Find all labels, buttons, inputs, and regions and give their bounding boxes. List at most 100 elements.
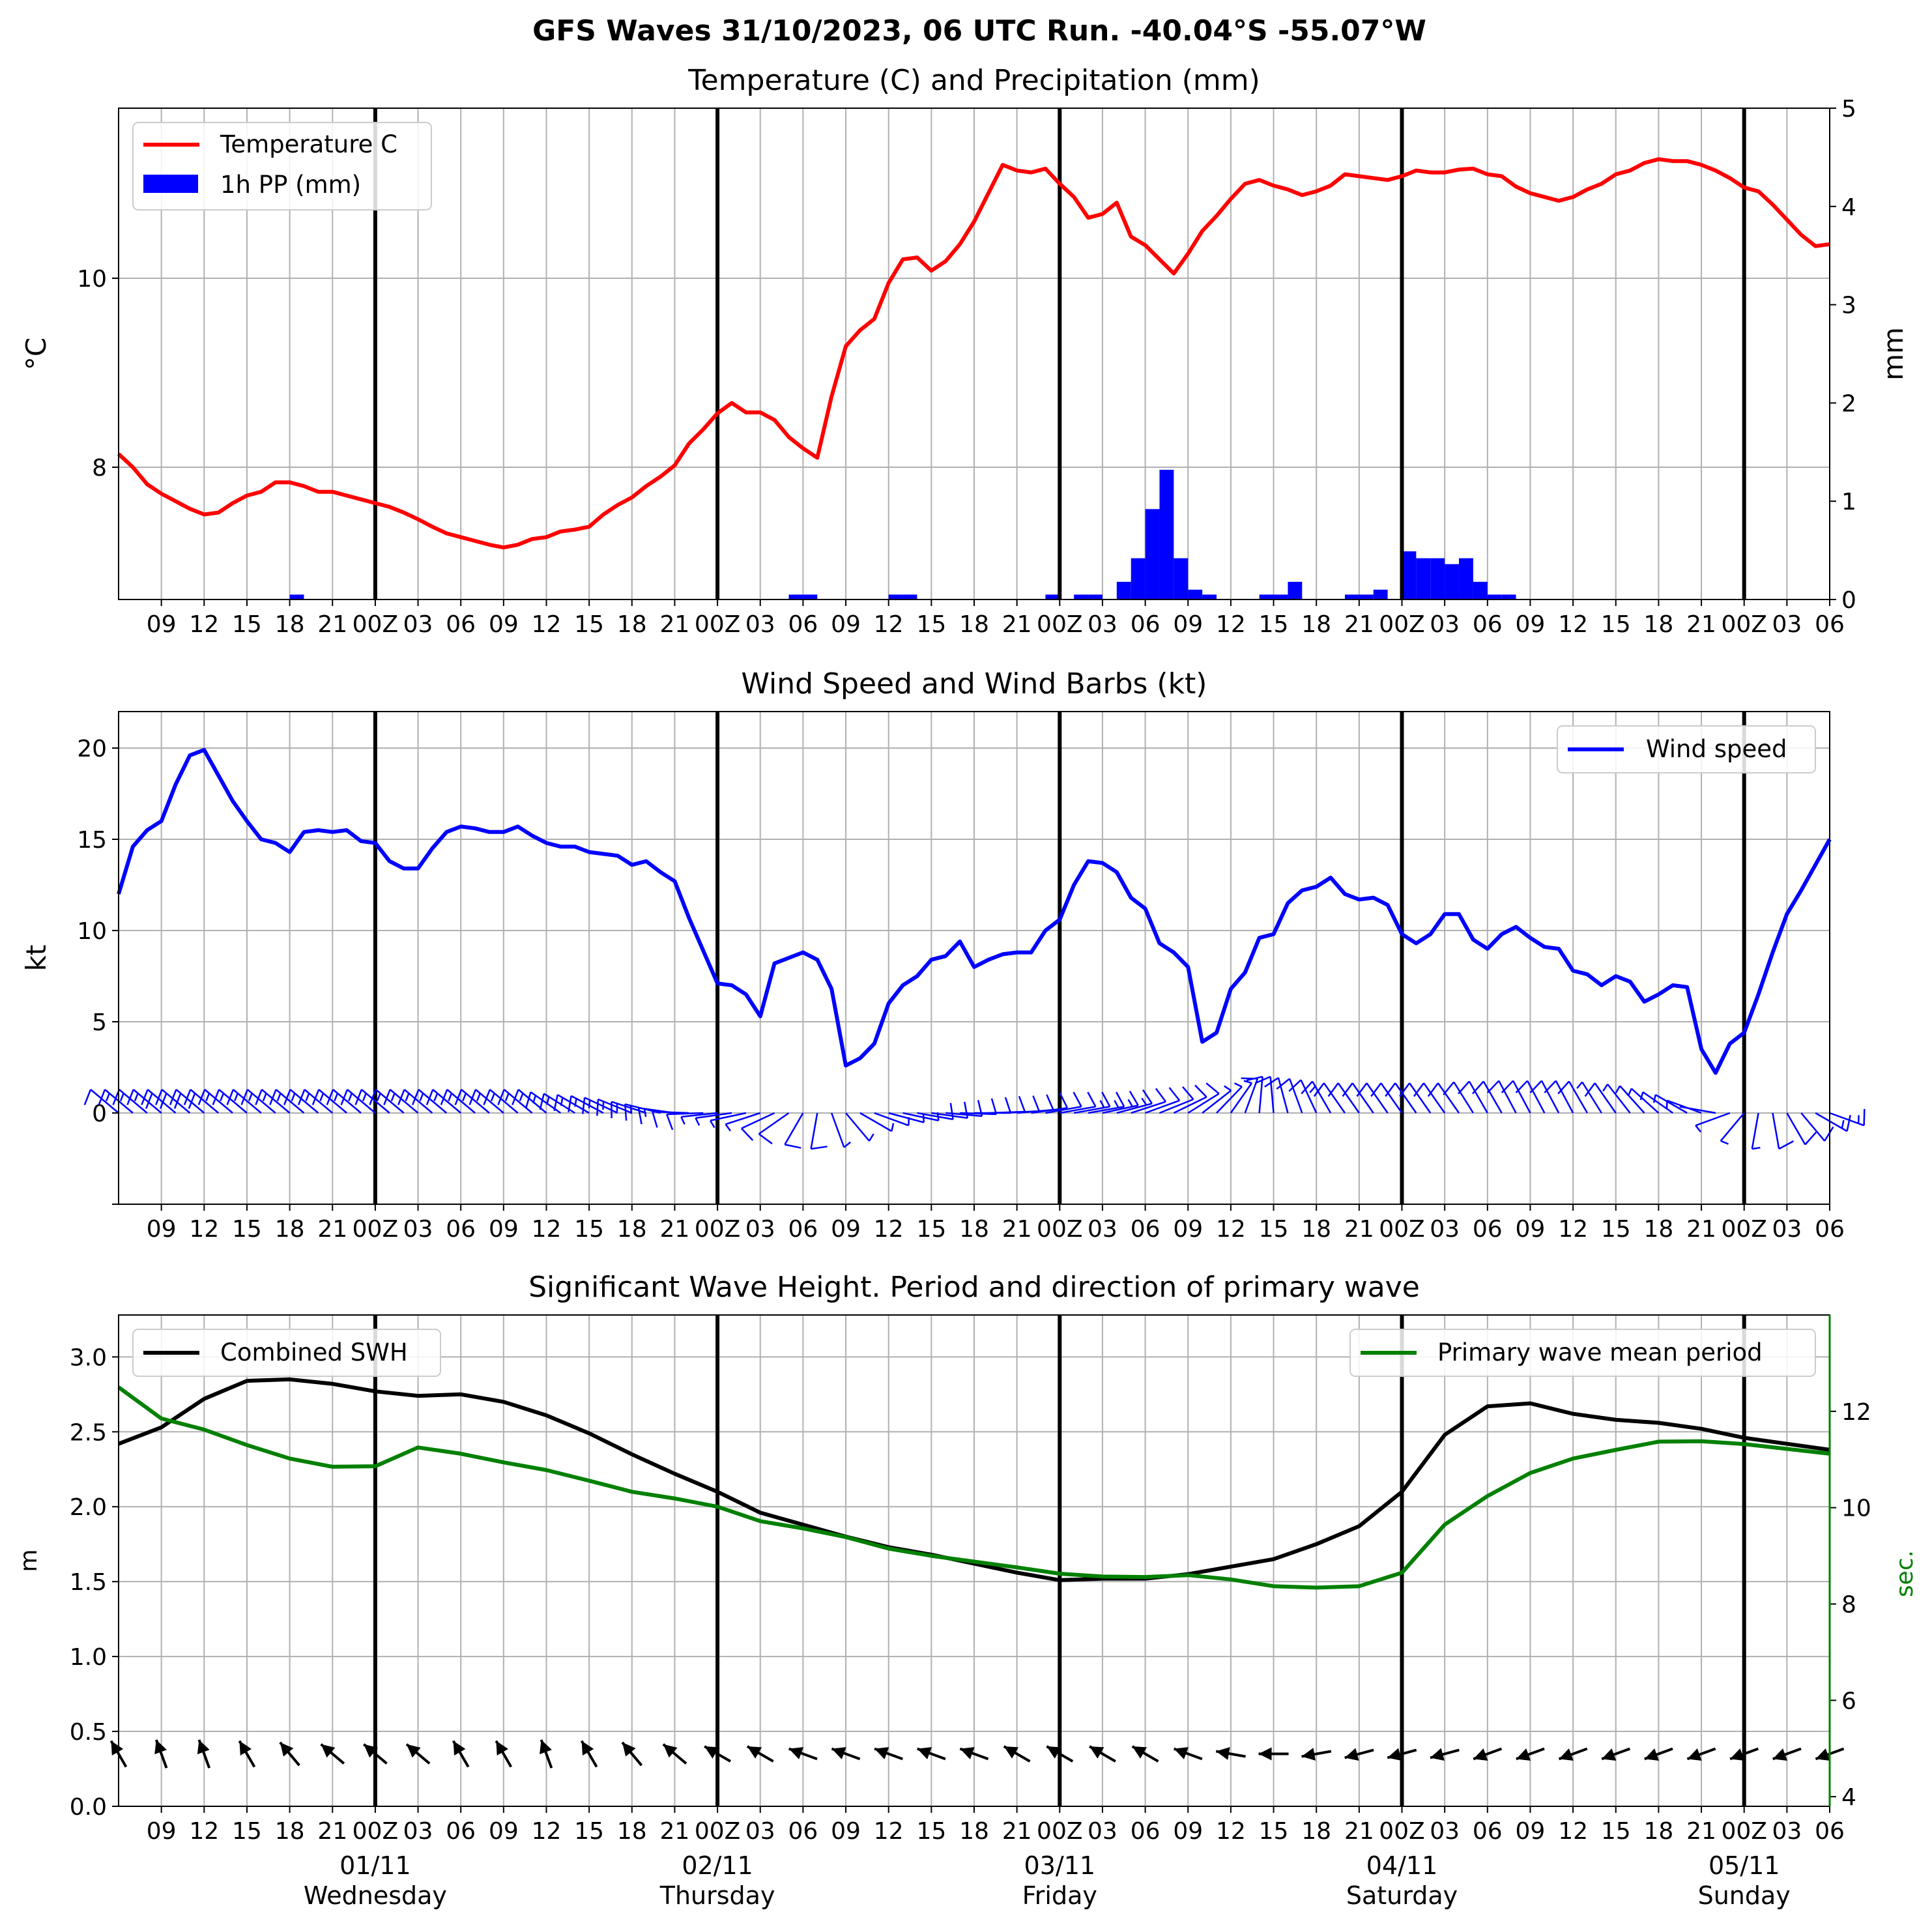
wind-barb-half-flag bbox=[695, 1118, 700, 1126]
wind-barb-flag bbox=[1004, 1097, 1012, 1114]
x-tick-label: 21 bbox=[1002, 611, 1032, 638]
wind-barb-shaft bbox=[874, 1112, 909, 1127]
wind-barb-half-flag bbox=[504, 1093, 510, 1101]
wind-barb-shaft bbox=[1337, 1082, 1360, 1114]
wind-barb-flag bbox=[1863, 1108, 1866, 1126]
wind-barb-half-flag bbox=[134, 1093, 139, 1101]
wind-barb-flag bbox=[1399, 1082, 1411, 1097]
wind-barb-flag bbox=[512, 1089, 519, 1105]
day-date-label: 02/11 bbox=[682, 1851, 753, 1880]
x-tick-label: 09 bbox=[147, 1216, 177, 1243]
wind-barb-shaft bbox=[758, 1112, 790, 1135]
legend: Wind speed bbox=[1557, 725, 1816, 773]
wind-barb-shaft bbox=[888, 1112, 925, 1123]
y-tick-label: 0 bbox=[92, 1101, 107, 1127]
wind-barb-shaft bbox=[1555, 1080, 1574, 1114]
precip-bar bbox=[803, 594, 818, 599]
legend-patch-precip bbox=[143, 175, 198, 193]
wind-barb-half-flag bbox=[262, 1093, 267, 1101]
precip-bar bbox=[1045, 594, 1060, 599]
x-tick-label: 06 bbox=[1131, 1818, 1161, 1845]
wind-barb-half-flag bbox=[1224, 1085, 1232, 1091]
x-tick-label: 03 bbox=[1772, 1216, 1802, 1243]
wind-barb-half-flag bbox=[1243, 1080, 1252, 1084]
x-tick-label: 21 bbox=[317, 611, 347, 638]
wind-barb-shaft bbox=[902, 1112, 939, 1121]
x-tick-label: 15 bbox=[1601, 611, 1631, 638]
wind-barb-shaft bbox=[710, 1112, 747, 1121]
precip-bar bbox=[1088, 594, 1103, 599]
wind-barb-half-flag bbox=[291, 1093, 296, 1101]
wind-barb-half-flag bbox=[319, 1093, 324, 1101]
precip-bar bbox=[1430, 558, 1445, 599]
wind-barb-half-flag bbox=[574, 1098, 577, 1107]
wind-barb-flag bbox=[197, 1089, 206, 1105]
wind-barb-flag bbox=[1471, 1080, 1484, 1095]
wind-barb-shaft bbox=[1380, 1082, 1403, 1114]
x-tick-label: 06 bbox=[446, 1216, 476, 1243]
wind-barb-flag bbox=[383, 1089, 391, 1105]
wind-barb-shaft bbox=[1642, 1091, 1674, 1114]
precip-bar bbox=[888, 594, 903, 599]
figure-title: GFS Waves 31/10/2023, 06 UTC Run. -40.04… bbox=[532, 14, 1426, 48]
y2-tick-label: 8 bbox=[1841, 1592, 1856, 1619]
legend-label-wind: Wind speed bbox=[1646, 735, 1787, 763]
wind-barb-flag bbox=[525, 1091, 532, 1108]
wind-barb-flag bbox=[1264, 1076, 1279, 1088]
wind-barb-flag bbox=[637, 1107, 642, 1125]
x-tick-label: 18 bbox=[1643, 1216, 1673, 1243]
x-tick-label: 15 bbox=[574, 1818, 604, 1845]
y-tick-label: 1.0 bbox=[70, 1644, 107, 1671]
wave-arrow-head bbox=[453, 1740, 466, 1755]
wind-barb-shaft bbox=[859, 1112, 893, 1133]
wind-barb-flag bbox=[1544, 1080, 1557, 1093]
wind-barb-flag bbox=[1254, 1076, 1271, 1084]
y-tick-label: 8 bbox=[92, 455, 107, 482]
wave-arrow-head bbox=[406, 1744, 421, 1758]
period-line bbox=[117, 1385, 1830, 1590]
wind-barb-half-flag bbox=[233, 1093, 238, 1101]
wave-arrow-head bbox=[1301, 1748, 1316, 1761]
wind-barb-flag bbox=[785, 1144, 801, 1149]
precip-bar bbox=[1159, 469, 1174, 599]
wind-barb-shaft bbox=[1351, 1082, 1374, 1114]
precip-bar bbox=[1459, 558, 1473, 599]
wave-height-panel: Significant Wave Height. Period and dire… bbox=[16, 1271, 1918, 1845]
x-tick-label: 15 bbox=[1259, 611, 1289, 638]
x-tick-label: 06 bbox=[1815, 1216, 1845, 1243]
x-tick-label: 09 bbox=[489, 1818, 519, 1845]
wind-barb-shaft bbox=[681, 1112, 718, 1118]
x-tick-label: 12 bbox=[1558, 611, 1588, 638]
wind-barb-flag bbox=[183, 1089, 192, 1105]
x-tick-label: 03 bbox=[1772, 1818, 1802, 1845]
wind-barb-shaft bbox=[1288, 1078, 1303, 1114]
wind-barb-flag bbox=[740, 1127, 754, 1141]
wind-barb-shaft bbox=[725, 1112, 761, 1125]
x-tick-label: 06 bbox=[1131, 611, 1161, 638]
wind-barb-flag bbox=[1778, 1140, 1795, 1150]
wind-barb-shaft bbox=[1800, 1112, 1826, 1142]
y-tick-label: 1.5 bbox=[70, 1569, 107, 1596]
wind-barb-flag bbox=[1288, 1079, 1302, 1092]
wind-barb-shaft bbox=[1173, 1096, 1207, 1114]
precip-bar bbox=[1131, 558, 1146, 599]
wind-barb-half-flag bbox=[1652, 1094, 1656, 1103]
precip-bar bbox=[1445, 564, 1460, 599]
wind-barb-half-flag bbox=[419, 1093, 424, 1101]
precip-bar bbox=[1416, 558, 1431, 599]
wind-barb-flag bbox=[1155, 1088, 1166, 1103]
precip-bar bbox=[1501, 594, 1516, 599]
wind-barb-flag bbox=[126, 1089, 134, 1105]
wind-barb-shaft bbox=[1244, 1078, 1259, 1114]
wind-barb-half-flag bbox=[1127, 1099, 1134, 1107]
wave-arrow-head bbox=[321, 1744, 336, 1758]
wave-arrow-head bbox=[747, 1746, 762, 1759]
wind-barb-flag bbox=[155, 1089, 163, 1105]
y-tick-label: 5 bbox=[92, 1009, 107, 1036]
wind-barb-shaft bbox=[931, 1112, 968, 1119]
wind-barb-shaft bbox=[1482, 1080, 1503, 1114]
wave-arrow-head bbox=[239, 1740, 252, 1755]
y-tick-label: 20 bbox=[77, 736, 107, 762]
wave-arrow-head bbox=[1387, 1748, 1402, 1761]
x-tick-label: 09 bbox=[1173, 611, 1203, 638]
